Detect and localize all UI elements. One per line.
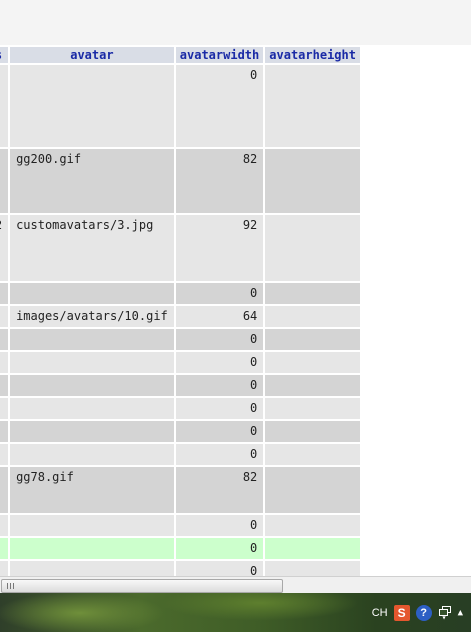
sogou-ime-icon[interactable]: S xyxy=(393,605,410,621)
cell-avatar[interactable] xyxy=(10,561,174,576)
cell-medals[interactable] xyxy=(0,398,9,419)
table-row[interactable]: 0 xyxy=(0,283,360,304)
cell-medals[interactable] xyxy=(0,444,9,465)
cell-avatar[interactable] xyxy=(10,65,174,147)
cell-medals[interactable] xyxy=(0,329,9,350)
table-row[interactable]: 0 xyxy=(0,421,360,442)
cell-avatarheight[interactable] xyxy=(265,398,360,419)
cell-avatar[interactable] xyxy=(10,515,174,536)
cell-medals[interactable] xyxy=(0,149,9,213)
cell-avatarwidth[interactable]: 0 xyxy=(175,283,264,304)
cell-avatar[interactable] xyxy=(10,444,174,465)
cell-medals[interactable]: 1 2 4 6 5 xyxy=(0,215,9,281)
cell-avatarwidth[interactable]: 0 xyxy=(175,352,264,373)
cell-avatarheight[interactable] xyxy=(265,352,360,373)
cell-avatarheight[interactable] xyxy=(265,467,360,513)
cell-medals[interactable] xyxy=(0,421,9,442)
cell-avatarheight[interactable] xyxy=(265,215,360,281)
cell-avatarheight[interactable] xyxy=(265,283,360,304)
cell-avatar[interactable] xyxy=(10,421,174,442)
scrollbar-thumb[interactable] xyxy=(1,579,283,593)
table-row[interactable]: 0 xyxy=(0,375,360,396)
toolbar-area xyxy=(0,0,471,45)
table-row[interactable]: 0 xyxy=(0,561,360,576)
table-row[interactable]: 0 xyxy=(0,538,360,559)
cell-avatarheight[interactable] xyxy=(265,561,360,576)
cell-medals[interactable] xyxy=(0,467,9,513)
help-icon[interactable]: ? xyxy=(415,605,432,621)
table-row[interactable]: 0 xyxy=(0,398,360,419)
cell-avatarwidth[interactable]: 0 xyxy=(175,329,264,350)
table-row[interactable]: images/avatars/10.gif 64 xyxy=(0,306,360,327)
scrollbar-grip-icon xyxy=(7,583,15,589)
windows-taskbar: CH S ? ▾ ▲ xyxy=(0,593,471,632)
column-header-medals[interactable]: medals xyxy=(0,47,9,63)
cell-avatarheight[interactable] xyxy=(265,306,360,327)
cell-medals[interactable] xyxy=(0,375,9,396)
cell-avatar[interactable] xyxy=(10,352,174,373)
column-header-avatar[interactable]: avatar xyxy=(10,47,174,63)
cell-avatar[interactable]: gg200.gif xyxy=(10,149,174,213)
cell-avatarwidth[interactable]: 0 xyxy=(175,561,264,576)
cell-medals[interactable] xyxy=(0,306,9,327)
table-row[interactable]: 0 xyxy=(0,444,360,465)
cell-avatar[interactable] xyxy=(10,375,174,396)
column-header-avatarwidth[interactable]: avatarwidth xyxy=(175,47,264,63)
cell-avatarheight[interactable] xyxy=(265,149,360,213)
cell-avatarheight[interactable] xyxy=(265,421,360,442)
cell-medals[interactable] xyxy=(0,283,9,304)
cell-avatarwidth[interactable]: 92 xyxy=(175,215,264,281)
cell-avatarwidth[interactable]: 0 xyxy=(175,421,264,442)
show-hidden-icons-arrow[interactable]: ▲ xyxy=(457,608,463,618)
table-row[interactable]: gg78.gif 82 xyxy=(0,467,360,513)
cell-avatarwidth[interactable]: 82 xyxy=(175,467,264,513)
cell-avatarheight[interactable] xyxy=(265,375,360,396)
cell-avatarwidth[interactable]: 82 xyxy=(175,149,264,213)
cell-medals[interactable] xyxy=(0,561,9,576)
cell-avatar[interactable] xyxy=(10,398,174,419)
cell-avatarwidth[interactable]: 64 xyxy=(175,306,264,327)
cell-avatar[interactable]: gg78.gif xyxy=(10,467,174,513)
cell-avatar[interactable] xyxy=(10,329,174,350)
cell-avatar[interactable] xyxy=(10,538,174,559)
language-indicator[interactable]: CH xyxy=(371,607,388,619)
cell-avatarwidth[interactable]: 0 xyxy=(175,375,264,396)
cell-medals[interactable] xyxy=(0,65,9,147)
cell-avatarwidth[interactable]: 0 xyxy=(175,398,264,419)
restore-window-icon[interactable]: ▾ xyxy=(438,605,452,622)
cell-medals[interactable] xyxy=(0,538,9,559)
table-row[interactable]: gg200.gif 82 xyxy=(0,149,360,213)
table-row[interactable]: 0 xyxy=(0,352,360,373)
cell-avatarheight[interactable] xyxy=(265,515,360,536)
cell-medals[interactable] xyxy=(0,515,9,536)
cell-avatarheight[interactable] xyxy=(265,538,360,559)
system-tray: CH S ? ▾ ▲ xyxy=(372,603,463,623)
results-grid: customstatus medals avatar avatarwidth a… xyxy=(0,45,471,576)
cell-avatar[interactable] xyxy=(10,283,174,304)
cell-avatarwidth[interactable]: 0 xyxy=(175,538,264,559)
results-table: customstatus medals avatar avatarwidth a… xyxy=(0,45,362,576)
table-row[interactable]: 0 xyxy=(0,515,360,536)
cell-avatarwidth[interactable]: 0 xyxy=(175,65,264,147)
cell-avatarwidth[interactable]: 0 xyxy=(175,444,264,465)
cell-avatarheight[interactable] xyxy=(265,329,360,350)
table-row[interactable]: 0 xyxy=(0,329,360,350)
header-row: customstatus medals avatar avatarwidth a… xyxy=(0,47,360,63)
table-row[interactable]: 0 xyxy=(0,65,360,147)
cell-medals[interactable] xyxy=(0,352,9,373)
horizontal-scrollbar[interactable] xyxy=(0,576,471,594)
cell-avatar[interactable]: images/avatars/10.gif xyxy=(10,306,174,327)
cell-avatarheight[interactable] xyxy=(265,65,360,147)
cell-avatar[interactable]: customavatars/3.jpg xyxy=(10,215,174,281)
cell-avatarwidth[interactable]: 0 xyxy=(175,515,264,536)
cell-avatarheight[interactable] xyxy=(265,444,360,465)
column-header-avatarheight[interactable]: avatarheight xyxy=(265,47,360,63)
